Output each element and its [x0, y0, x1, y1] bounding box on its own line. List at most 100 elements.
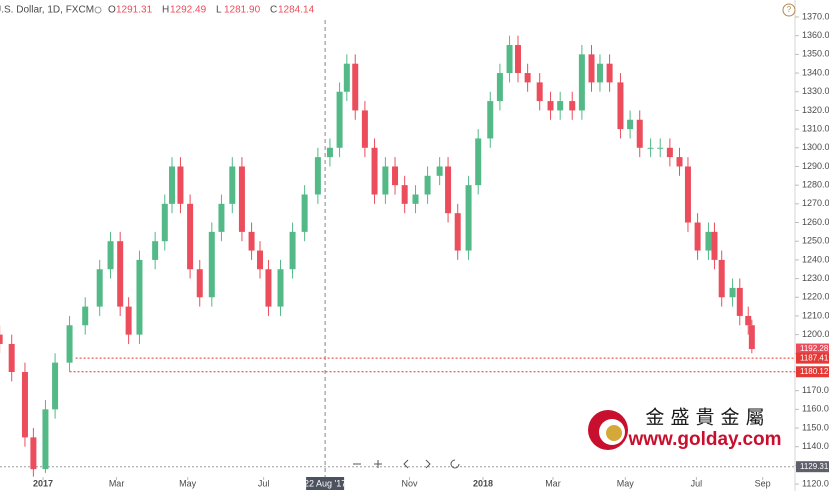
x-tick-label: May	[179, 478, 197, 488]
candle-body	[636, 119, 643, 148]
candle-body	[569, 101, 576, 111]
candle-body	[238, 166, 245, 232]
candle-body	[588, 54, 595, 83]
y-tick-label: 1240.00	[802, 254, 829, 264]
y-tick-label: 1170.00	[802, 385, 829, 395]
ohlc-value: 1291.31	[116, 5, 153, 16]
candle-body	[557, 101, 564, 111]
ohlc-value: 1281.90	[224, 5, 261, 16]
candle-body	[289, 231, 296, 270]
candle-body	[454, 213, 461, 251]
candle-body	[30, 437, 37, 470]
price-tag	[796, 352, 829, 364]
y-tick-label: 1300.00	[802, 142, 829, 152]
candle-body	[536, 82, 543, 102]
scroll-right-button[interactable]	[425, 459, 431, 469]
candle-body	[745, 315, 752, 326]
x-tick-label: Sep	[755, 478, 771, 488]
price-tag	[796, 343, 829, 355]
y-tick-label: 1370.00	[802, 11, 829, 21]
ohlc-label: C	[270, 5, 277, 16]
watermark-url: www.golday.com	[627, 429, 781, 450]
watermark: 金 盛 貴 金 屬 www.golday.com	[588, 407, 782, 450]
y-tick-label: 1200.00	[802, 329, 829, 339]
candle-body	[392, 166, 399, 186]
candle-body	[117, 241, 124, 307]
candle-body	[718, 259, 725, 298]
candle-body	[647, 147, 654, 149]
candle-body	[684, 166, 691, 223]
logo-gold	[606, 425, 622, 441]
reset-button[interactable]	[450, 459, 460, 469]
candle-body	[314, 157, 321, 195]
candle-body	[606, 63, 613, 83]
candle-body	[169, 166, 176, 204]
candle-body	[524, 73, 531, 83]
price-tag-label: 1129.31	[800, 462, 829, 471]
candle-body	[401, 185, 408, 204]
x-tick-label: Jul	[691, 478, 703, 488]
y-tick-label: 1120.00	[802, 478, 829, 488]
y-tick-label: 1280.00	[802, 180, 829, 190]
y-tick-label: 1250.00	[802, 236, 829, 246]
candle-body	[265, 269, 272, 307]
candle-body	[301, 194, 308, 232]
scroll-left-button[interactable]	[403, 459, 409, 469]
ohlc-label: H	[162, 5, 169, 16]
candle-body	[187, 203, 194, 270]
symbol-title: U.S. Dollar, 1D, FXCM	[0, 5, 94, 16]
watermark-name: 金 盛 貴 金 屬	[645, 407, 764, 429]
candle-body	[729, 287, 736, 298]
x-tick-label: 2018	[473, 478, 493, 488]
candle-body	[711, 231, 718, 260]
candle-body	[96, 269, 103, 307]
candle-body	[705, 231, 712, 251]
ohlc-value: 1292.49	[170, 5, 207, 16]
y-tick-label: 1160.00	[802, 404, 829, 414]
y-tick-label: 1320.00	[802, 105, 829, 115]
candle-body	[424, 175, 431, 195]
y-tick-label: 1230.00	[802, 273, 829, 283]
candle-body	[161, 203, 168, 242]
price-tag	[796, 461, 829, 473]
candle-body	[496, 73, 503, 102]
candle-body	[336, 91, 343, 148]
x-tick-label: May	[617, 478, 635, 488]
candle-body	[694, 222, 701, 251]
price-tag	[796, 366, 829, 378]
ohlc-value: 1284.14	[278, 5, 315, 16]
settings-icon-mark[interactable]: ?	[787, 5, 792, 14]
candle-body	[547, 101, 554, 111]
x-tick-label: 2017	[33, 478, 53, 488]
candle-body	[382, 166, 389, 195]
y-tick-label: 1330.00	[802, 86, 829, 96]
price-tag-label: 1187.41	[800, 353, 829, 362]
candle-body	[177, 166, 184, 204]
candle-body	[465, 185, 472, 251]
candle-body	[445, 166, 452, 214]
candle-body	[487, 101, 494, 139]
plot	[0, 20, 795, 477]
crosshair-label: 22 Aug '17	[304, 478, 346, 488]
candle-body	[343, 63, 350, 92]
crosshair-label-bg	[306, 477, 345, 490]
y-tick-label: 1350.00	[802, 49, 829, 59]
candle-body	[676, 157, 683, 167]
price-axis-bg	[795, 0, 829, 491]
candle-body	[666, 147, 673, 158]
candle-body	[475, 138, 482, 186]
y-tick-label: 1210.00	[802, 310, 829, 320]
candle-body	[208, 231, 215, 298]
y-tick-label: 1260.00	[802, 217, 829, 227]
y-tick-label: 1360.00	[802, 30, 829, 40]
y-tick-label: 1270.00	[802, 198, 829, 208]
candle-body	[627, 119, 634, 130]
candle-body	[596, 63, 603, 83]
settings-icon[interactable]	[782, 3, 796, 17]
candle-body	[52, 362, 59, 410]
y-tick-label: 1310.00	[802, 123, 829, 133]
candle-body	[436, 166, 443, 176]
candle-body	[257, 250, 264, 270]
candle-body	[152, 241, 159, 260]
